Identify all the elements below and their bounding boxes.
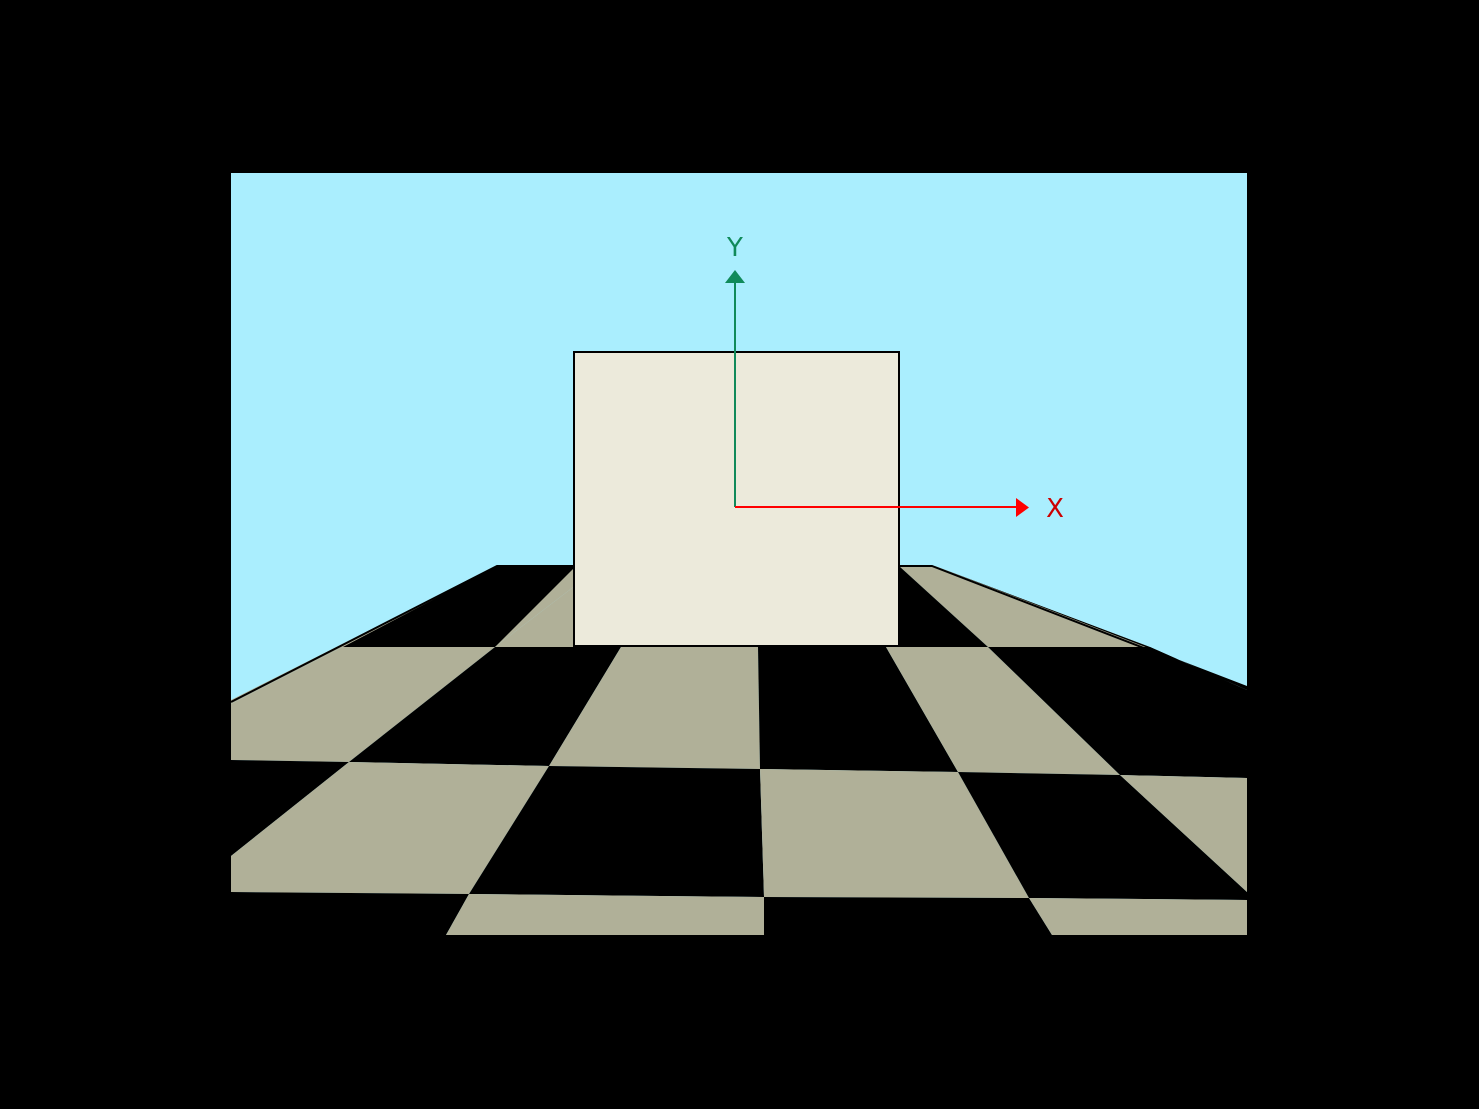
y-axis-label: Y — [726, 233, 743, 263]
floor-tile — [469, 766, 764, 897]
floor-tile — [1120, 775, 1247, 892]
floor-tile — [231, 647, 495, 762]
floor-back-edge — [231, 565, 576, 703]
floor-tile — [349, 647, 621, 766]
floor-tile — [758, 647, 958, 772]
floor-tile — [886, 647, 1120, 775]
floor-tile — [343, 566, 576, 647]
y-axis-arrowhead — [725, 270, 745, 283]
x-axis-label: X — [1046, 494, 1064, 524]
x-axis-arrowhead — [1016, 498, 1029, 517]
floor-tile — [495, 585, 576, 647]
floor-tile — [958, 772, 1247, 900]
floor-tile — [764, 897, 1052, 935]
floor-tile — [760, 769, 1029, 898]
floor-tile — [231, 762, 549, 894]
floor-tile — [231, 892, 469, 935]
floor-tile — [549, 647, 760, 769]
floor-tile — [899, 566, 988, 647]
floor-back-edge — [899, 565, 1247, 689]
floor-tile — [446, 894, 764, 935]
floor-tile — [1029, 898, 1247, 935]
floor-tile — [231, 760, 349, 856]
cube-front-face — [573, 351, 900, 647]
checkerboard-floor — [231, 565, 1247, 935]
floor-tile — [988, 647, 1247, 778]
